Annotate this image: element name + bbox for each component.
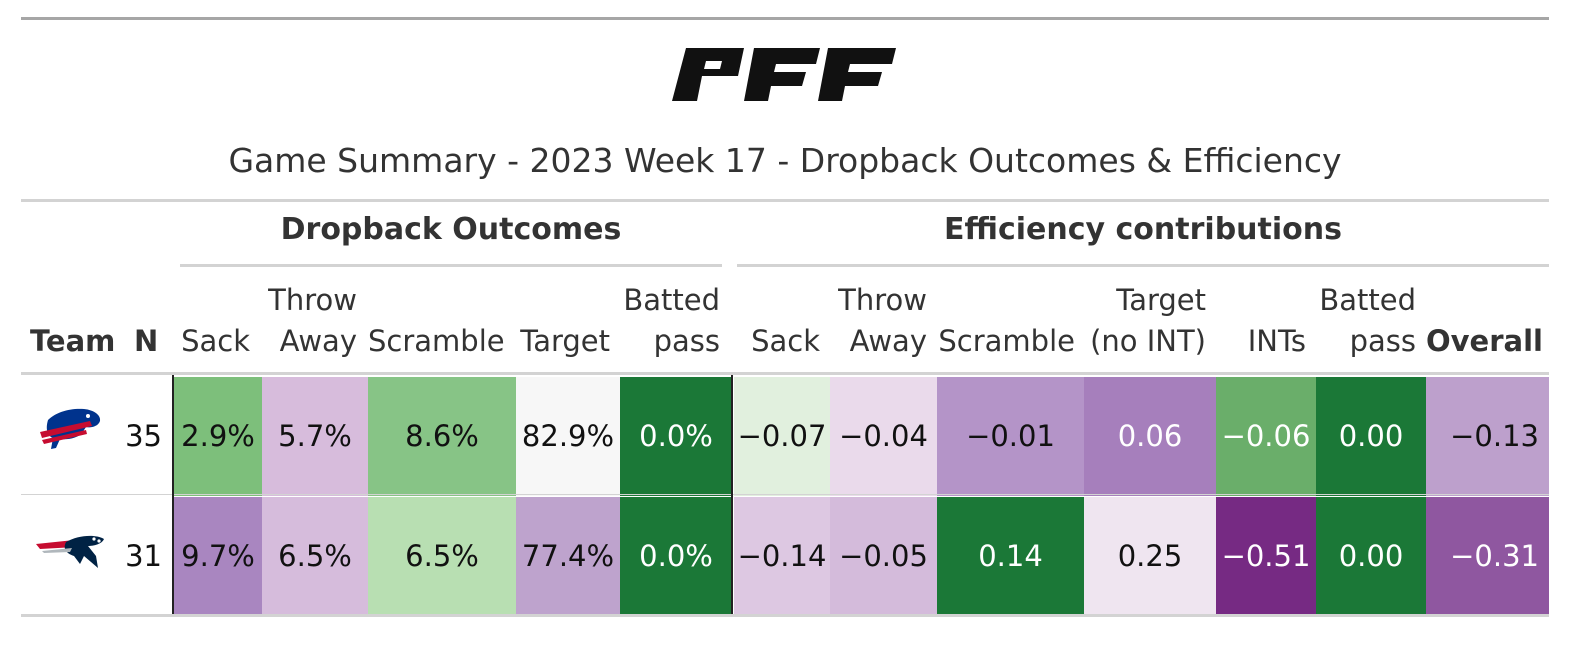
row-patriots-throw-away: 6.5% (262, 497, 368, 616)
row-patriots-target: 77.4% (516, 497, 620, 616)
top-rule (21, 17, 1549, 20)
column-header-eff-target-line2: (no INT) (1090, 324, 1206, 358)
row-patriots-eff-batted-pass: 0.00 (1316, 497, 1426, 616)
new-england-patriots-logo (36, 535, 104, 568)
row-bills-eff-batted-pass: 0.00 (1316, 377, 1426, 496)
column-header-eff-throw-away-line1: Throw (838, 283, 927, 317)
column-header-target: Target (520, 324, 610, 358)
spanner-efficiency-contributions: Efficiency contributions (944, 212, 1342, 247)
column-divider-left (172, 375, 174, 615)
column-divider-middle (731, 375, 733, 615)
row-patriots-sack: 9.7% (174, 497, 262, 616)
spanner-dropback-outcomes: Dropback Outcomes (280, 212, 622, 247)
column-header-scramble: Scramble (368, 324, 505, 358)
row-bills-eff-scramble: −0.01 (937, 377, 1084, 496)
buffalo-bills-logo (40, 408, 101, 449)
row-bills-sack: 2.9% (174, 377, 262, 496)
spanner-rule-efficiency (737, 264, 1549, 267)
column-header-throw-away-line1: Throw (268, 283, 357, 317)
column-header-throw-away-line2: Away (279, 324, 357, 358)
row-bills-eff-target: 0.06 (1084, 377, 1216, 496)
spanner-rule-dropback (180, 264, 722, 267)
row-bills-eff-ints: −0.06 (1216, 377, 1316, 496)
row-bills-scramble: 8.6% (368, 377, 516, 496)
column-header-batted-line1: Batted (623, 283, 720, 317)
header-rule (21, 372, 1549, 375)
bottom-rule (21, 614, 1549, 617)
row-patriots-batted-pass: 0.0% (620, 497, 732, 616)
pff-logo (672, 48, 896, 101)
column-header-eff-target-line1: Target (1116, 283, 1206, 317)
title-rule (21, 199, 1549, 202)
column-header-batted-line2: pass (653, 324, 720, 358)
row-bills-target: 82.9% (516, 377, 620, 496)
row-patriots-eff-overall: −0.31 (1426, 497, 1549, 616)
row-bills-eff-throw-away: −0.04 (830, 377, 937, 496)
column-header-eff-sack: Sack (751, 324, 820, 358)
column-header-eff-scramble: Scramble (938, 324, 1075, 358)
row-bills-batted-pass: 0.0% (620, 377, 732, 496)
row-separator (21, 494, 1549, 495)
row-patriots-eff-target: 0.25 (1084, 497, 1216, 616)
row-bills-n: 35 (125, 419, 162, 453)
table-title: Game Summary - 2023 Week 17 - Dropback O… (228, 141, 1342, 180)
column-header-eff-batted-line1: Batted (1319, 283, 1416, 317)
row-bills-eff-overall: −0.13 (1426, 377, 1549, 496)
row-patriots-eff-throw-away: −0.05 (830, 497, 937, 616)
column-header-sack: Sack (181, 324, 250, 358)
row-patriots-eff-scramble: 0.14 (937, 497, 1084, 616)
column-header-n: N (134, 324, 159, 358)
column-header-team: Team (30, 324, 116, 358)
row-patriots-eff-sack: −0.14 (734, 497, 830, 616)
column-header-eff-throw-away-line2: Away (849, 324, 927, 358)
row-patriots-n: 31 (125, 539, 162, 573)
row-patriots-eff-ints: −0.51 (1216, 497, 1316, 616)
row-bills-eff-sack: −0.07 (734, 377, 830, 496)
row-patriots-scramble: 6.5% (368, 497, 516, 616)
column-header-eff-overall: Overall (1426, 324, 1543, 358)
column-header-eff-ints: INTs (1247, 324, 1306, 358)
column-header-eff-batted-line2: pass (1349, 324, 1416, 358)
row-bills-throw-away: 5.7% (262, 377, 368, 496)
